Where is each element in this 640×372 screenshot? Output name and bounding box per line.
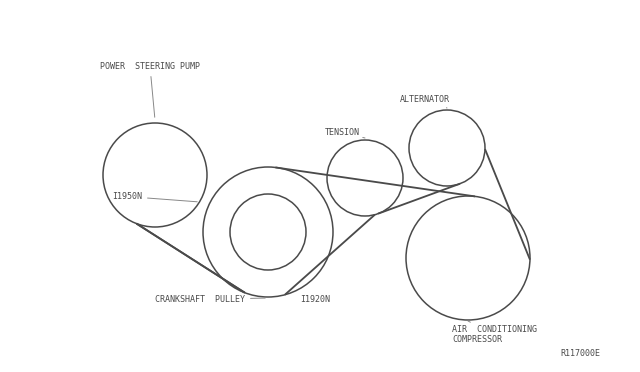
Text: R117000E: R117000E <box>560 349 600 358</box>
Text: I1920N: I1920N <box>300 295 330 304</box>
Text: I1950N: I1950N <box>112 192 197 202</box>
Text: CRANKSHAFT  PULLEY: CRANKSHAFT PULLEY <box>155 295 265 304</box>
Text: TENSION: TENSION <box>325 128 365 138</box>
Text: AIR  CONDITIONING
COMPRESSOR: AIR CONDITIONING COMPRESSOR <box>452 321 537 344</box>
Text: POWER  STEERING PUMP: POWER STEERING PUMP <box>100 62 200 117</box>
Text: ALTERNATOR: ALTERNATOR <box>400 95 450 108</box>
